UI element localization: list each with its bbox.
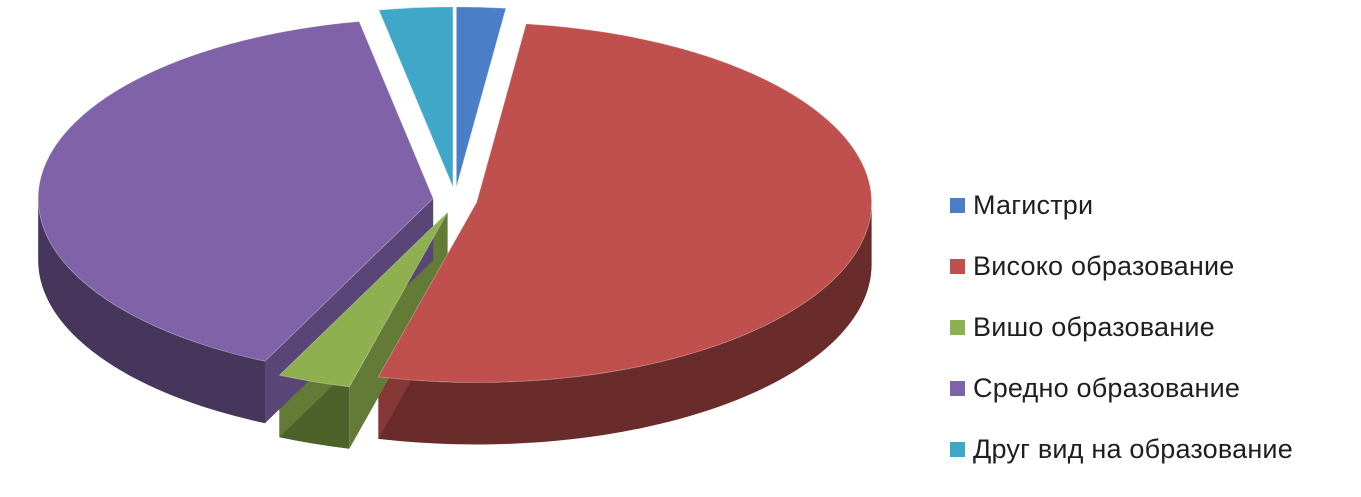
pie-slice-2 bbox=[278, 212, 448, 388]
legend-label: Високо образование bbox=[973, 251, 1235, 281]
pie-side-3 bbox=[38, 198, 265, 424]
legend-item-visho: Вишо образование bbox=[950, 312, 1293, 343]
pie-chart bbox=[37, 6, 873, 449]
legend-item-drug: Друг вид на образование bbox=[950, 434, 1293, 465]
legend-item-magistri: Магистри bbox=[950, 190, 1293, 221]
legend-swatch bbox=[950, 381, 965, 396]
legend-swatch bbox=[950, 259, 965, 274]
legend-label: Друг вид на образование bbox=[973, 434, 1293, 464]
legend-item-visoko: Високо образование bbox=[950, 251, 1293, 282]
legend-label: Магистри bbox=[973, 190, 1094, 220]
legend-swatch bbox=[950, 442, 965, 457]
pie-slice-3 bbox=[37, 21, 434, 362]
pie-slice-0 bbox=[455, 6, 507, 187]
pie-slice-4 bbox=[378, 6, 454, 188]
legend-swatch bbox=[950, 320, 965, 335]
pie-tops bbox=[37, 6, 873, 388]
legend-label: Средно образование bbox=[973, 373, 1241, 403]
legend-swatch bbox=[950, 198, 965, 213]
legend: Магистри Високо образование Вишо образов… bbox=[950, 190, 1293, 465]
legend-item-sredno: Средно образование bbox=[950, 373, 1293, 404]
pie-slice-1 bbox=[377, 23, 873, 383]
pie-side-1 bbox=[378, 202, 872, 445]
legend-label: Вишо образование bbox=[973, 312, 1215, 342]
